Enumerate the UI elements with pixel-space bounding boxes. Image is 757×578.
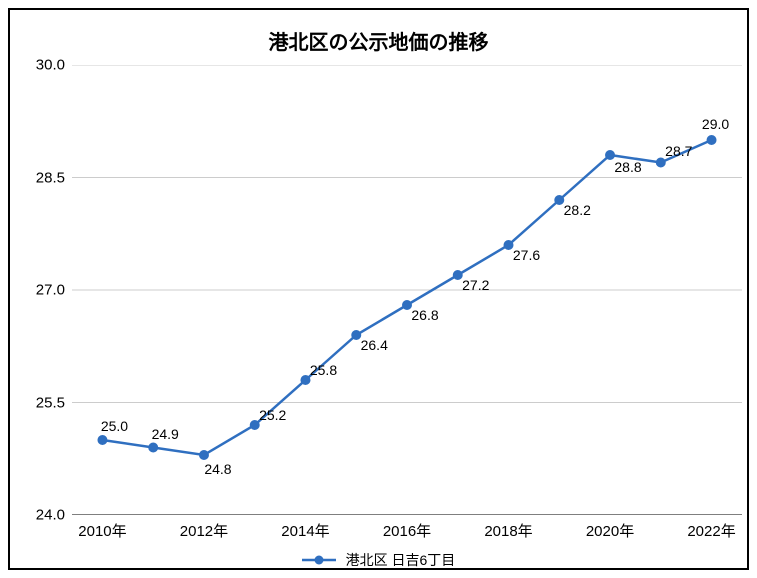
data-point-label: 28.8 — [614, 159, 641, 175]
data-point-label: 24.8 — [204, 461, 231, 477]
x-tick-label: 2020年 — [586, 520, 634, 541]
x-tick-label: 2016年 — [383, 520, 431, 541]
data-point-label: 28.7 — [665, 143, 692, 159]
data-point-label: 28.2 — [564, 202, 591, 218]
y-tick-label: 30.0 — [36, 57, 65, 74]
legend-swatch — [302, 553, 336, 569]
data-point-label: 29.0 — [702, 116, 729, 132]
y-tick-label: 28.5 — [36, 169, 65, 186]
data-point-label: 25.8 — [310, 362, 337, 378]
y-tick-label: 24.0 — [36, 507, 65, 524]
y-tick-label: 25.5 — [36, 394, 65, 411]
chart-title: 港北区の公示地価の推移 — [10, 26, 747, 55]
y-tick-label: 27.0 — [36, 282, 65, 299]
legend-label: 港北区 日吉6丁目 — [346, 552, 456, 568]
legend: 港北区 日吉6丁目 — [10, 550, 747, 570]
data-point-label: 27.6 — [513, 247, 540, 263]
data-point-label: 26.4 — [361, 337, 388, 353]
data-point-label: 25.0 — [101, 418, 128, 434]
data-point-label: 24.9 — [152, 426, 179, 442]
data-point-label: 25.2 — [259, 407, 286, 423]
x-tick-label: 2012年 — [180, 520, 228, 541]
x-tick-label: 2014年 — [281, 520, 329, 541]
data-point-label: 27.2 — [462, 277, 489, 293]
x-tick-label: 2010年 — [78, 520, 126, 541]
chart-plot — [72, 65, 742, 515]
data-point-label: 26.8 — [411, 307, 438, 323]
chart-frame: 港北区の公示地価の推移 港北区 日吉6丁目 24.0 25.5 27.0 28.5 30… — [8, 8, 749, 570]
x-tick-label: 2018年 — [484, 520, 532, 541]
x-tick-label: 2022年 — [687, 520, 735, 541]
